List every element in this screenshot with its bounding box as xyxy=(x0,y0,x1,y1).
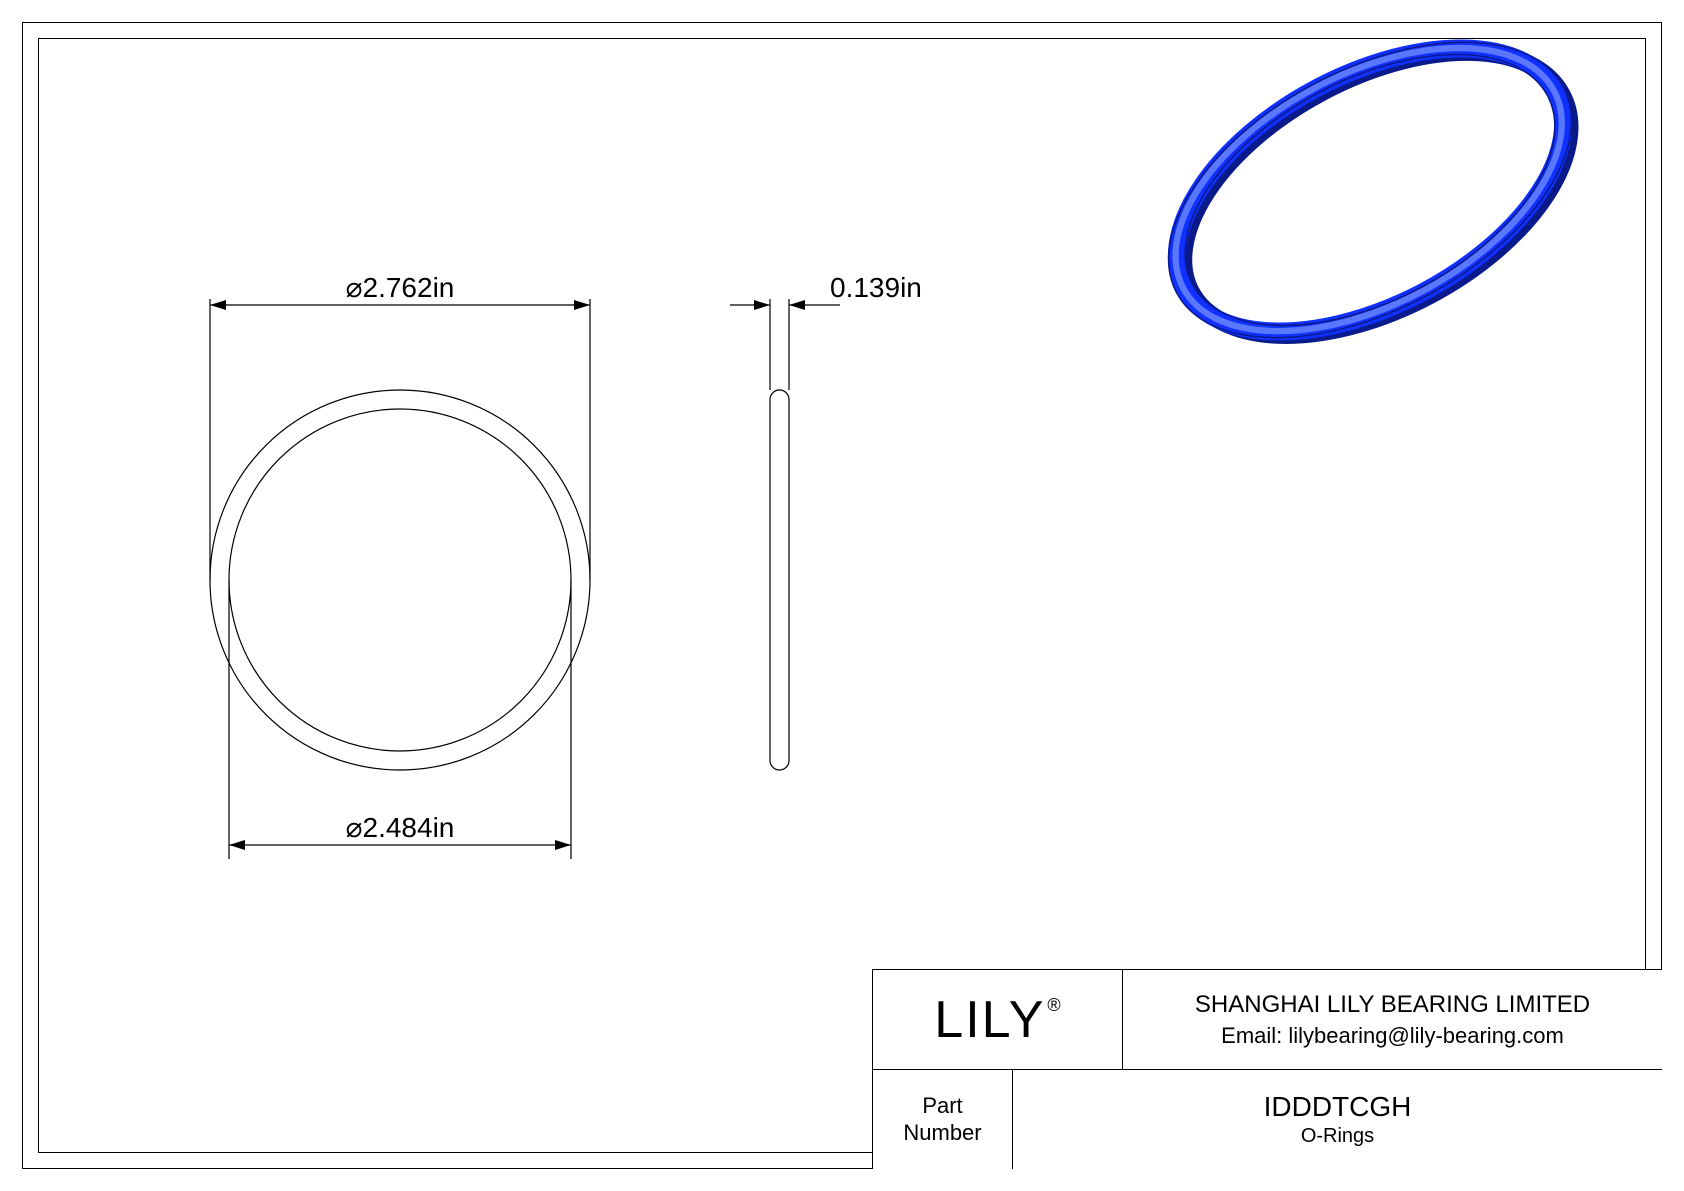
part-label-line2: Number xyxy=(903,1120,981,1146)
company-cell: SHANGHAI LILY BEARING LIMITED Email: lil… xyxy=(1123,970,1662,1069)
svg-text:⌀2.484in: ⌀2.484in xyxy=(346,812,455,843)
part-number: IDDDTCGH xyxy=(1264,1091,1412,1123)
logo-cell: LILY® xyxy=(873,970,1123,1069)
company-name: SHANGHAI LILY BEARING LIMITED xyxy=(1195,991,1590,1019)
part-description: O-Rings xyxy=(1301,1125,1374,1148)
title-block-row-bottom: Part Number IDDDTCGH O-Rings xyxy=(873,1070,1662,1169)
title-block: LILY® SHANGHAI LILY BEARING LIMITED Emai… xyxy=(872,969,1662,1169)
svg-text:0.139in: 0.139in xyxy=(830,272,922,303)
part-label-line1: Part xyxy=(922,1093,962,1119)
page: ⌀2.762in ⌀2.484in 0.139in LILY® SHANGHAI L… xyxy=(0,0,1684,1191)
svg-text:⌀2.762in: ⌀2.762in xyxy=(346,272,455,303)
part-number-cell: IDDDTCGH O-Rings xyxy=(1013,1070,1662,1169)
logo-name: LILY xyxy=(934,991,1045,1049)
logo-text: LILY® xyxy=(934,990,1060,1050)
company-email: Email: lilybearing@lily-bearing.com xyxy=(1221,1023,1564,1049)
registered-mark: ® xyxy=(1047,995,1062,1015)
part-number-label-cell: Part Number xyxy=(873,1070,1013,1169)
title-block-row-top: LILY® SHANGHAI LILY BEARING LIMITED Emai… xyxy=(873,970,1662,1070)
